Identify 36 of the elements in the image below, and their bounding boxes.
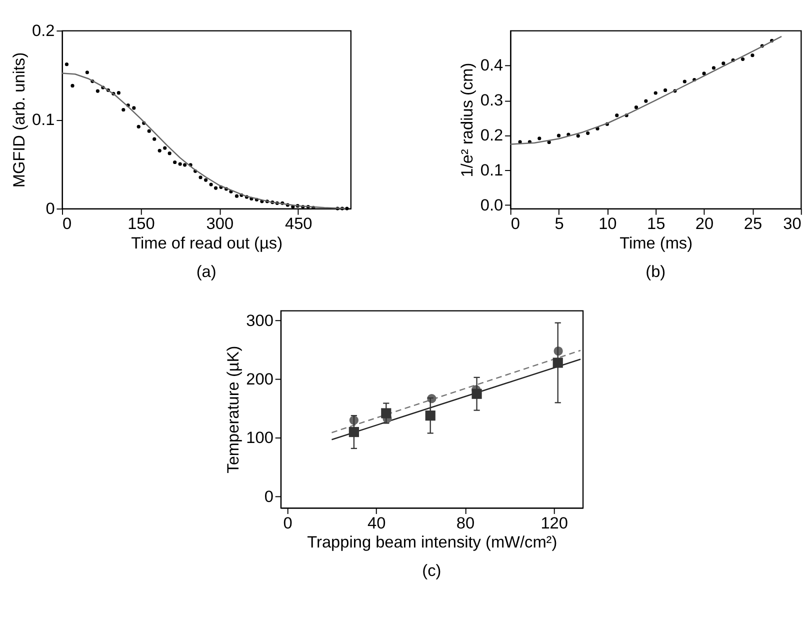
x-tick-label: 15 xyxy=(647,215,666,234)
x-tick-label: 150 xyxy=(128,215,155,234)
y-tick-label: 0 xyxy=(264,488,274,506)
y-tick-label: 300 xyxy=(246,312,274,330)
y-tick-label: 0 xyxy=(46,200,55,218)
y-tick-label: 0.0 xyxy=(480,196,504,214)
text: (a) xyxy=(196,262,216,281)
text: (c) xyxy=(422,562,442,580)
y-tick-label: 0.2 xyxy=(480,126,504,145)
y-tick-label: 100 xyxy=(246,429,274,448)
y-tick-label: 0.3 xyxy=(480,92,504,110)
x-tick-label: 450 xyxy=(284,215,312,234)
x-tick-label: 25 xyxy=(744,215,762,234)
y-tick-label: 0.2 xyxy=(32,22,55,40)
x-axis-title: Time of read out (µs) xyxy=(131,234,283,252)
text: (b) xyxy=(646,262,666,281)
x-tick-label: 30 xyxy=(783,215,802,234)
y-axis-title: MGFID (arb. units) xyxy=(10,52,28,188)
x-tick-label: 300 xyxy=(206,215,234,234)
x-axis-title: Trapping beam intensity (mW/cm²) xyxy=(307,534,558,552)
x-tick-label: 20 xyxy=(695,215,714,234)
y-tick-label: 0.1 xyxy=(32,110,55,129)
x-tick-label: 80 xyxy=(456,514,475,532)
y-tick-label: 0.4 xyxy=(480,56,504,75)
y-axis-title: Temperature (µK) xyxy=(224,346,242,474)
x-axis-title: Time (ms) xyxy=(620,234,693,252)
x-tick-label: 120 xyxy=(540,514,568,532)
x-tick-label: 0 xyxy=(510,215,520,234)
x-tick-label: 0 xyxy=(62,215,72,234)
x-tick-label: 5 xyxy=(554,215,564,234)
x-tick-label: 0 xyxy=(283,514,292,532)
x-tick-label: 40 xyxy=(368,514,386,532)
y-axis-title: 1/e² radius (cm) xyxy=(458,62,477,178)
y-tick-label: 0.1 xyxy=(480,161,504,180)
x-tick-label: 10 xyxy=(598,215,617,234)
y-tick-label: 200 xyxy=(246,370,274,388)
